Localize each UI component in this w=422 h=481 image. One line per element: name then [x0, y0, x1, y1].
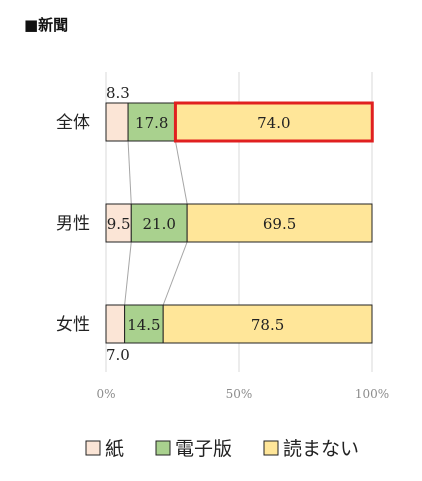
bar-segment — [130, 203, 188, 243]
legend-swatch — [155, 440, 171, 456]
data-label: 8.3 — [106, 84, 130, 102]
bar-segment — [105, 304, 126, 344]
legend-swatch — [85, 440, 101, 456]
series-line-1-2 — [162, 241, 188, 306]
bar-segment — [105, 102, 129, 142]
x-tick-label: 0% — [96, 387, 115, 401]
category-label: 男性 — [56, 214, 90, 234]
data-label: 69.5 — [263, 215, 296, 233]
data-label: 14.5 — [127, 316, 160, 334]
bar-segment — [162, 304, 373, 344]
series-line-0-2 — [174, 140, 188, 205]
bar-segment — [105, 203, 132, 243]
legend-swatch — [263, 440, 279, 456]
category-label: 全体 — [56, 113, 90, 133]
chart-title: ■新聞 — [24, 16, 69, 34]
legend-label: 読まない — [283, 438, 359, 460]
series-line-0-1 — [127, 140, 132, 205]
x-tick-label: 50% — [226, 387, 253, 401]
data-label: 7.0 — [106, 346, 130, 364]
data-label: 9.5 — [107, 215, 131, 233]
x-tick-label: 100% — [355, 387, 389, 401]
data-label: 78.5 — [251, 316, 284, 334]
bar-segment — [127, 102, 176, 142]
bar-segment — [173, 101, 374, 143]
legend-label: 紙 — [105, 438, 124, 460]
category-label: 女性 — [56, 315, 90, 335]
bar-segment — [124, 304, 164, 344]
data-label: 74.0 — [257, 114, 290, 132]
data-label: 17.8 — [135, 114, 168, 132]
legend-label: 電子版 — [175, 438, 232, 460]
data-label: 21.0 — [142, 215, 175, 233]
series-line-1-1 — [124, 241, 132, 306]
bar-segment — [186, 203, 373, 243]
